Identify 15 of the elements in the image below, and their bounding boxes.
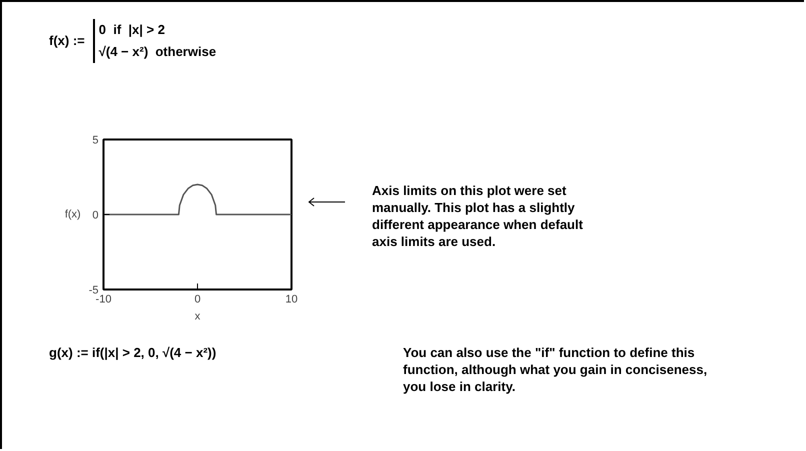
text: 0 if |x| > 2 [98, 22, 165, 37]
y-tick-label: 0 [92, 210, 99, 222]
y-axis-title: f(x) [64, 208, 81, 220]
y-tick-label: -5 [88, 284, 98, 296]
line-series [104, 184, 292, 216]
x-tick-label: 0 [194, 294, 201, 306]
text: g(x) := if(|x| > 2, 0, √(4 − x²)) [49, 344, 216, 362]
text: You can also use the "if" function to define this function, although what you gain in conciseness, you lose in clarity. [403, 344, 708, 395]
x-axis-title: x [194, 310, 201, 322]
text: Axis limits on this plot were set manually. This plot has a slightly different appearance when default axis limits are used. [372, 182, 584, 250]
y-tick-label: 5 [92, 134, 99, 146]
x-tick-label: 10 [285, 294, 298, 306]
text: √(4 − x²) otherwise [98, 44, 216, 59]
text: f(x) := [49, 32, 85, 50]
x-tick-label: -10 [96, 294, 112, 306]
